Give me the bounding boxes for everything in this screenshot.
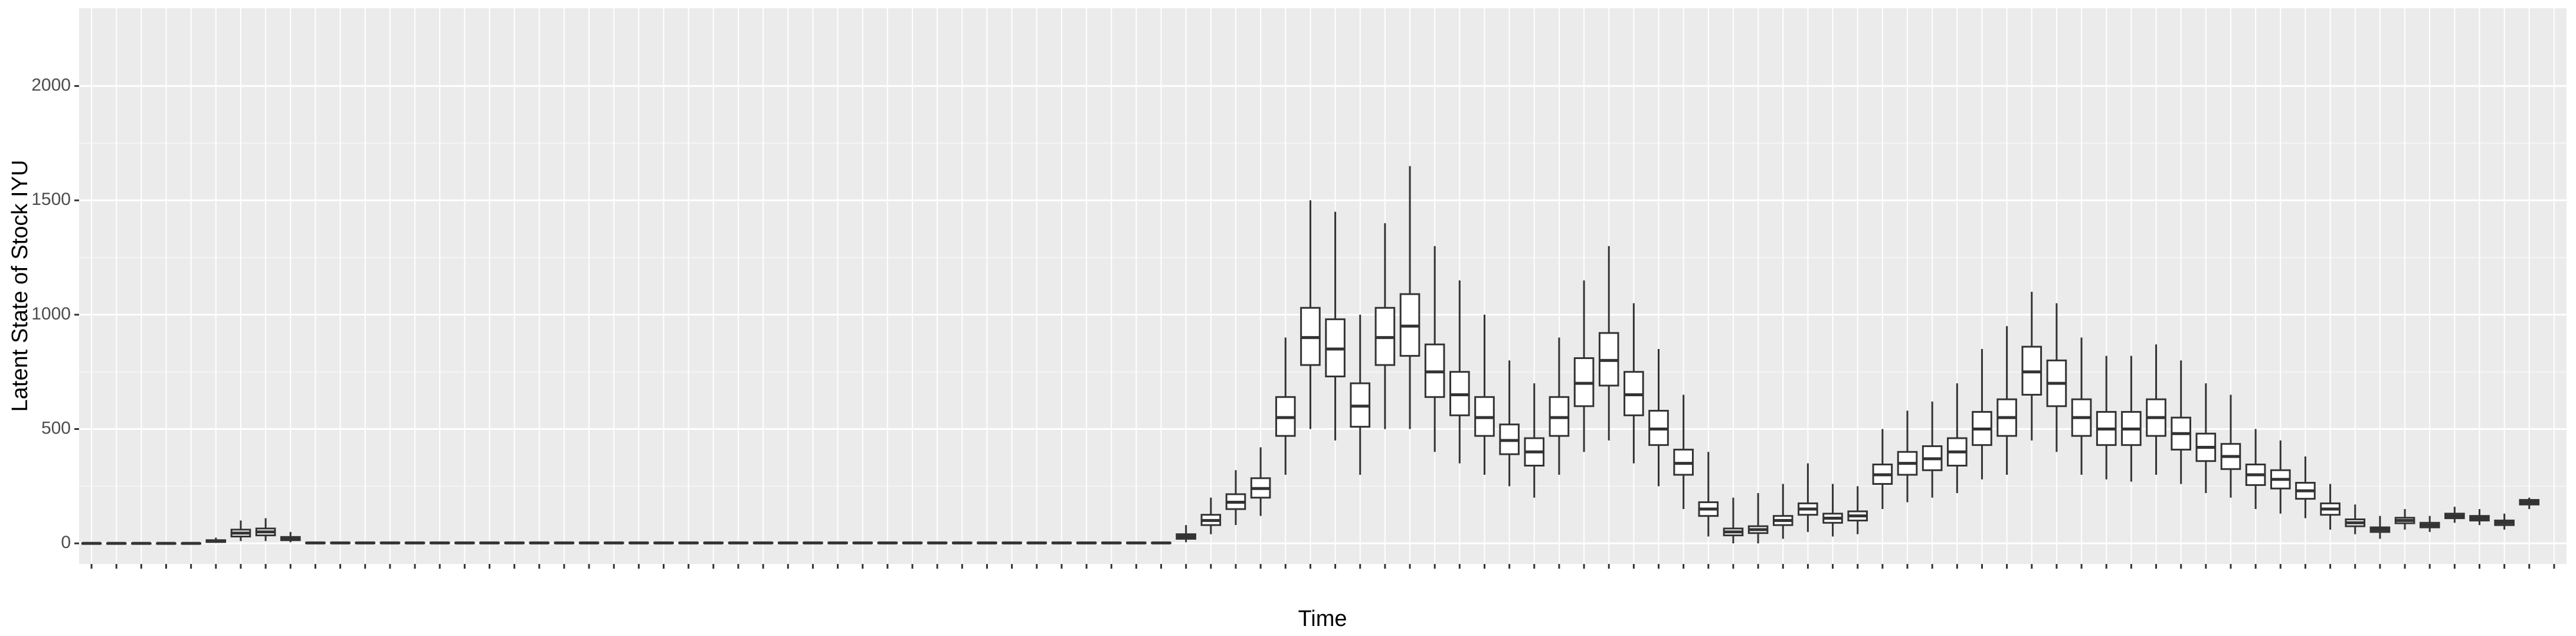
panel [79, 8, 2567, 564]
y-tick-label: 1500 [31, 190, 71, 209]
y-tick-label: 0 [61, 533, 71, 552]
y-tick-label: 2000 [31, 76, 71, 95]
y-axis-title: Latent State of Stock IYU [8, 160, 32, 412]
y-tick-label: 500 [41, 418, 71, 438]
y-tick-label: 1000 [31, 304, 71, 324]
x-axis-title: Time [1298, 606, 1347, 631]
